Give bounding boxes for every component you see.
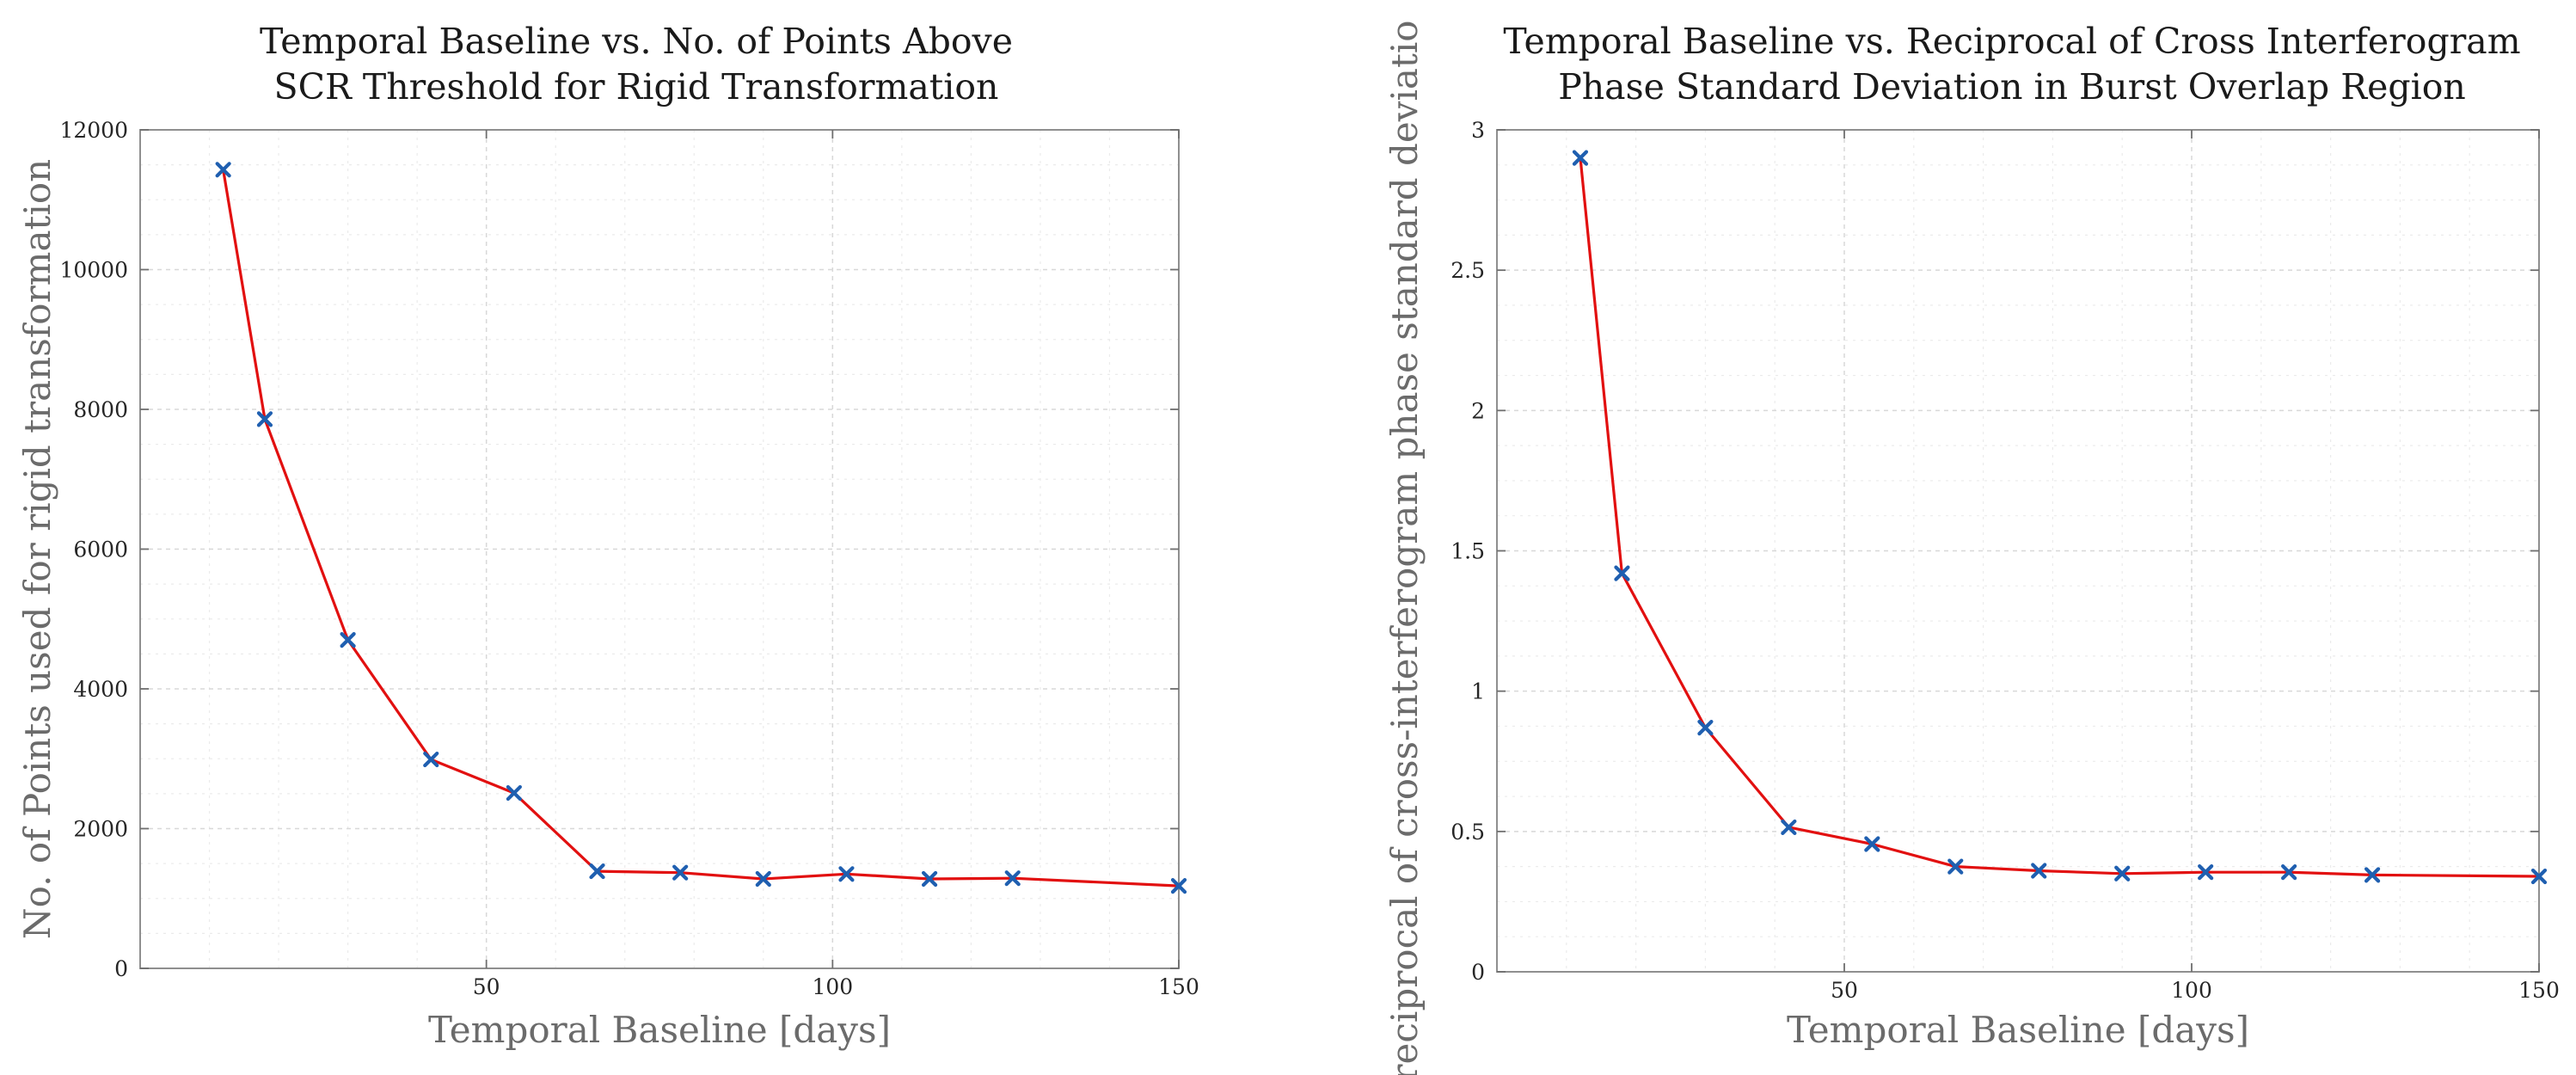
chart-title-line: SCR Threshold for Rigid Transformation	[274, 66, 999, 108]
marker-stroke	[1781, 819, 1797, 836]
y-tick-label: 6000	[73, 538, 128, 562]
y-axis-label: reciprocal of cross-interferogram phase …	[1383, 20, 1426, 1075]
x-axis-label: Temporal Baseline [days]	[428, 1009, 891, 1051]
marker-stroke	[755, 870, 771, 888]
marker-stroke	[1864, 836, 1880, 852]
marker-stroke	[256, 411, 273, 427]
data-point-marker	[423, 751, 439, 768]
marker-stroke	[1947, 858, 1964, 875]
y-tick-label: 1.5	[1451, 539, 1485, 564]
marker-stroke	[506, 784, 522, 802]
data-point-marker	[1170, 878, 1187, 894]
marker-stroke	[2031, 863, 2047, 879]
marker-stroke	[423, 751, 439, 768]
x-tick-label: 100	[2171, 978, 2212, 1003]
data-point-marker	[2031, 863, 2047, 879]
x-tick-label: 150	[1158, 974, 1199, 999]
marker-stroke	[921, 870, 938, 888]
marker-stroke	[838, 866, 855, 882]
data-point-marker	[921, 870, 938, 888]
data-point-marker	[256, 411, 273, 427]
chart-title-line: Temporal Baseline vs. Reciprocal of Cros…	[1503, 21, 2520, 62]
data-point-marker	[1781, 819, 1797, 836]
y-tick-label: 0	[1471, 960, 1485, 985]
marker-stroke	[2114, 865, 2131, 882]
marker-stroke	[1004, 870, 1021, 887]
y-tick-label: 12000	[59, 118, 128, 143]
marker-stroke	[2198, 864, 2214, 881]
data-point-marker	[1947, 858, 1964, 875]
marker-stroke	[589, 863, 605, 880]
y-tick-label: 2	[1471, 398, 1485, 423]
data-point-marker	[2364, 867, 2381, 883]
right-chart: 50 100 150 0 0.5 1 1.5 2 2.5 3 Temporal Baseline v…	[1383, 20, 2560, 1075]
y-tick-label: 0	[114, 956, 128, 981]
marker-stroke	[2281, 864, 2297, 881]
data-point-marker	[672, 864, 689, 881]
left-chart: 50 100 150 0 2000 4000 6000 8000 10000 12000 Tempo…	[16, 21, 1199, 1051]
data-point-marker	[1697, 719, 1714, 736]
marker-stroke	[1572, 150, 1589, 166]
y-axis-label: No. of Points used for rigid transformat…	[16, 159, 58, 939]
data-point-marker	[215, 162, 231, 178]
x-axis-label: Temporal Baseline [days]	[1787, 1009, 2249, 1051]
x-tick-label: 150	[2518, 978, 2560, 1003]
y-tick-label: 2.5	[1451, 258, 1485, 283]
data-point-marker	[2114, 865, 2131, 882]
marker-stroke	[1614, 565, 1630, 581]
marker-stroke	[215, 162, 231, 178]
data-point-marker	[1572, 150, 1589, 166]
chart-title-line: Phase Standard Deviation in Burst Overla…	[1558, 66, 2466, 108]
x-tick-label: 100	[812, 974, 853, 999]
data-point-marker	[2198, 864, 2214, 881]
data-point-marker	[755, 870, 771, 888]
marker-stroke	[672, 864, 689, 881]
data-point-marker	[2281, 864, 2297, 881]
data-point-marker	[506, 784, 522, 802]
data-point-marker	[1004, 870, 1021, 887]
y-tick-label: 3	[1471, 118, 1485, 143]
data-point-marker	[340, 632, 356, 648]
x-tick-label: 50	[1831, 978, 1858, 1003]
data-point-marker	[1614, 565, 1630, 581]
y-tick-label: 0.5	[1451, 820, 1485, 845]
series-line	[222, 169, 1180, 888]
data-point-marker	[838, 866, 855, 882]
data-point-marker	[1864, 836, 1880, 852]
marker-stroke	[340, 632, 356, 648]
marker-stroke	[1170, 878, 1187, 894]
marker-stroke	[1697, 719, 1714, 736]
marker-stroke	[2530, 868, 2548, 885]
y-tick-label: 10000	[59, 258, 128, 283]
marker-stroke	[2364, 867, 2381, 883]
data-point-marker	[2530, 868, 2548, 885]
chart-title-line: Temporal Baseline vs. No. of Points Abov…	[260, 21, 1013, 62]
y-tick-label: 4000	[73, 677, 128, 702]
data-point-marker	[589, 863, 605, 880]
y-tick-label: 2000	[73, 817, 128, 842]
y-tick-label: 8000	[73, 397, 128, 422]
x-tick-label: 50	[473, 974, 500, 999]
y-tick-label: 1	[1471, 679, 1485, 704]
series-line	[1579, 157, 2540, 878]
